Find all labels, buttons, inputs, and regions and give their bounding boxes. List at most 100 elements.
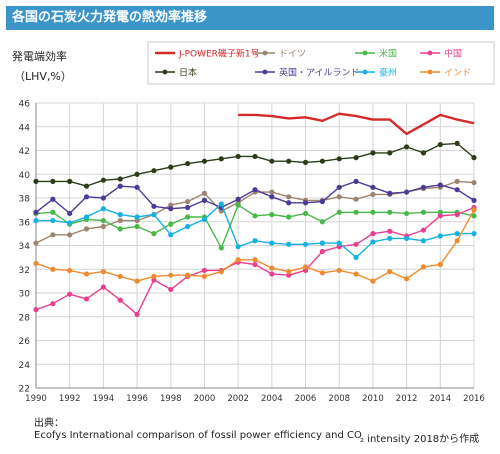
- data-point: [33, 240, 39, 246]
- data-point: [370, 278, 376, 284]
- data-point: [185, 198, 191, 205]
- data-point: [471, 231, 477, 237]
- data-point: [269, 265, 275, 271]
- data-point: [185, 214, 191, 220]
- legend-label: 米国: [379, 48, 397, 60]
- data-point: [235, 202, 241, 208]
- data-point: [117, 217, 123, 224]
- data-point: [201, 267, 208, 274]
- data-point: [168, 286, 174, 293]
- page-title: 各国の石炭火力発電の熱効率推移: [6, 6, 494, 30]
- data-point: [168, 232, 174, 238]
- data-point: [33, 209, 39, 215]
- data-point: [117, 212, 123, 218]
- data-point: [319, 219, 325, 225]
- data-point: [33, 178, 39, 184]
- data-point: [235, 244, 241, 250]
- x-tick-label: 2016: [463, 394, 485, 404]
- data-point: [252, 187, 258, 193]
- data-point: [286, 200, 292, 206]
- data-point: [286, 241, 292, 247]
- legend-marker: [427, 69, 433, 75]
- data-point: [286, 269, 292, 275]
- data-point: [404, 144, 410, 150]
- data-point: [134, 311, 140, 317]
- data-point: [50, 301, 56, 307]
- data-point: [252, 238, 258, 244]
- data-point: [50, 178, 56, 184]
- data-point: [83, 226, 90, 232]
- x-tick-label: 1996: [126, 394, 148, 404]
- data-point: [100, 269, 106, 275]
- data-point: [168, 206, 174, 212]
- data-point: [420, 264, 427, 270]
- data-point: [50, 209, 56, 215]
- data-point: [134, 184, 140, 190]
- data-point: [252, 213, 258, 219]
- data-point: [117, 273, 123, 279]
- data-point: [319, 198, 325, 205]
- data-point: [302, 264, 309, 270]
- data-point: [185, 204, 191, 211]
- data-point: [420, 227, 427, 233]
- data-point: [117, 226, 123, 232]
- data-point: [269, 271, 275, 277]
- x-tick-label: 2006: [295, 394, 317, 404]
- data-point: [370, 191, 376, 198]
- x-tick-label: 2004: [261, 394, 283, 404]
- data-point: [336, 194, 342, 200]
- data-point: [404, 189, 410, 195]
- data-point: [168, 202, 174, 208]
- data-point: [302, 159, 309, 165]
- data-point: [370, 209, 376, 215]
- data-point: [319, 248, 325, 255]
- data-point: [168, 221, 174, 227]
- x-tick-label: 1994: [93, 394, 115, 404]
- data-point: [353, 209, 359, 215]
- data-point: [269, 158, 275, 164]
- data-point: [370, 184, 376, 190]
- data-point: [117, 297, 123, 303]
- data-point: [83, 296, 90, 302]
- data-point: [185, 160, 191, 167]
- series-line: [238, 112, 475, 136]
- y-tick-label: 24: [19, 361, 31, 371]
- data-point: [218, 245, 224, 251]
- data-point: [269, 189, 275, 195]
- legend-label: 中国: [444, 48, 462, 60]
- data-point: [185, 223, 191, 230]
- x-tick-label: 2002: [227, 394, 249, 404]
- data-point: [100, 206, 106, 212]
- data-point: [336, 184, 342, 190]
- y-tick-label: 42: [19, 147, 30, 157]
- data-point: [471, 213, 477, 219]
- data-point: [67, 220, 73, 226]
- data-point: [420, 150, 427, 156]
- data-point: [302, 241, 309, 247]
- x-tick-label: 1992: [59, 394, 81, 404]
- y-tick-label: 44: [19, 123, 31, 133]
- data-point: [336, 209, 342, 215]
- data-point: [151, 203, 157, 209]
- legend-label: 日本: [179, 67, 197, 79]
- data-point: [471, 207, 477, 213]
- data-point: [353, 254, 359, 260]
- data-point: [302, 210, 309, 217]
- data-point: [437, 261, 443, 268]
- y-tick-label: 28: [19, 313, 31, 323]
- data-point: [437, 141, 443, 148]
- data-point: [454, 140, 460, 146]
- source-text: Ecofys International comparison of fossi…: [34, 430, 362, 441]
- data-point: [50, 217, 56, 224]
- legend-label: 英国・アイルランド: [279, 67, 360, 79]
- data-point: [404, 235, 410, 241]
- legend-marker: [262, 50, 268, 56]
- data-point: [302, 200, 309, 206]
- legend-marker: [362, 69, 368, 75]
- data-point: [50, 232, 56, 238]
- data-point: [437, 182, 443, 188]
- legend-label: J-POWER磯子新1号: [178, 48, 260, 60]
- data-point: [218, 201, 224, 207]
- data-point: [269, 212, 275, 218]
- data-point: [100, 223, 106, 230]
